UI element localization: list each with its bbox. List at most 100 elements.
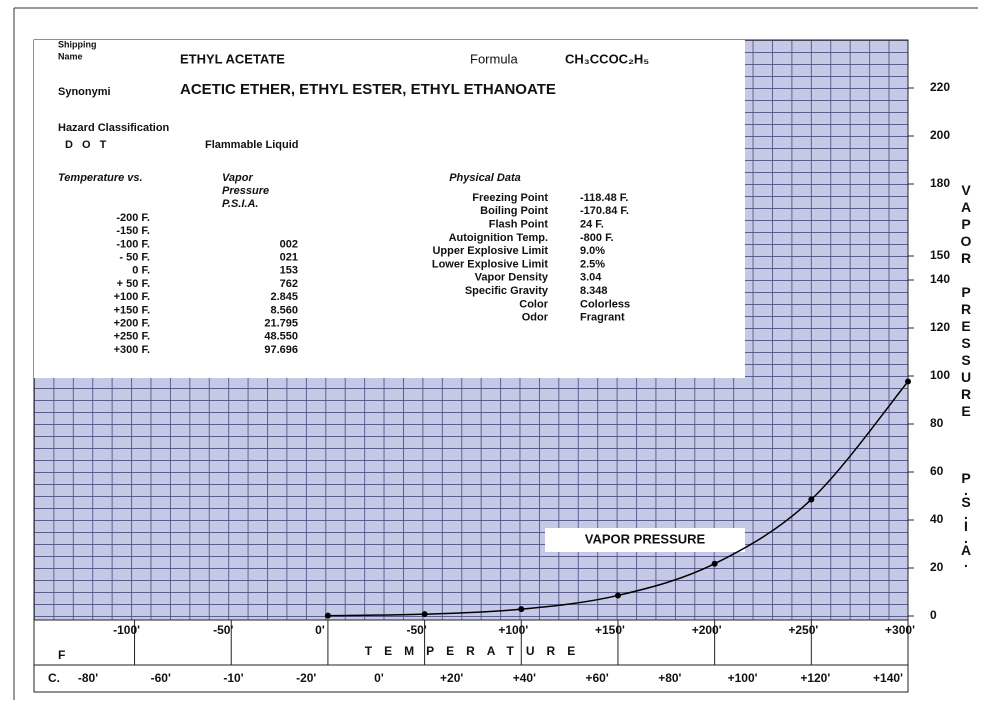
table-pressure: 021 — [280, 252, 298, 264]
info-panel — [34, 40, 745, 378]
x-tick-label: +200' — [692, 623, 722, 637]
property-name: Odor — [522, 312, 549, 324]
y-tick-label: 100 — [930, 368, 950, 382]
y-tick-label: 20 — [930, 560, 944, 574]
x-tick-label: +300' — [885, 623, 915, 637]
x-tick-label: -50' — [406, 623, 426, 637]
y-tick-label: 140 — [930, 272, 950, 286]
x-tick-label: -100' — [113, 623, 140, 637]
property-name: Vapor Density — [475, 272, 549, 284]
point — [614, 592, 621, 599]
property-value: -170.84 F. — [580, 205, 629, 217]
y-tick-label: 0 — [930, 608, 937, 622]
x-tick-label: -50' — [213, 623, 233, 637]
x2-tick-label: -60' — [151, 671, 171, 685]
y-tick-label: 150 — [930, 248, 950, 262]
x2-unit: C. — [48, 671, 60, 685]
y-tick-label: 120 — [930, 320, 950, 334]
property-name: Flash Point — [489, 219, 549, 231]
formula: CH₃CCOC₂H₅ — [565, 51, 649, 66]
formula-label: Formula — [470, 51, 518, 66]
shipping-label: Shipping — [58, 39, 97, 49]
point — [324, 612, 331, 619]
table-temp: -100 F. — [116, 238, 150, 250]
table-temp: - 50 F. — [119, 252, 150, 264]
table-pressure: 762 — [280, 278, 298, 290]
table-head: Vapor — [222, 172, 253, 184]
point — [905, 378, 911, 385]
table-pressure: 97.696 — [264, 344, 298, 356]
hazard-class: Flammable Liquid — [205, 139, 299, 151]
property-value: -800 F. — [580, 232, 614, 244]
table-head: Temperature vs. — [58, 172, 143, 184]
y-axis-unit: P.S.I.A. — [958, 470, 974, 566]
table-pressure: 48.550 — [264, 331, 298, 343]
table-head: P.S.I.A. — [222, 198, 258, 210]
y-tick-label: 180 — [930, 176, 950, 190]
x2-tick-label: +20' — [440, 671, 463, 685]
property-value: Colorless — [580, 298, 630, 310]
y-axis-label: VAPOR PRESSURE — [958, 182, 974, 420]
x-axis-label: TEMPERATURE — [365, 644, 587, 658]
point — [711, 560, 718, 567]
shipping-label: Name — [58, 51, 83, 61]
y-tick-label: 80 — [930, 416, 944, 430]
x2-tick-label: -20' — [296, 671, 316, 685]
x-label-bg — [328, 642, 624, 662]
table-temp: -150 F. — [116, 225, 150, 237]
x-tick-label: +250' — [788, 623, 818, 637]
table-temp: + 50 F. — [117, 278, 150, 290]
table-temp: +100 F. — [114, 291, 150, 303]
table-temp: 0 F. — [132, 265, 150, 277]
synonyms-label: Synonymi — [58, 86, 111, 98]
y-tick-label: 200 — [930, 128, 950, 142]
property-name: Specific Gravity — [465, 285, 549, 297]
property-name: Freezing Point — [472, 192, 548, 204]
y-tick-label: 220 — [930, 80, 950, 94]
property-name: Boiling Point — [480, 205, 548, 217]
annotation-bg — [545, 528, 745, 552]
table-temp: +300 F. — [114, 344, 150, 356]
table-head: Pressure — [222, 185, 269, 197]
y-tick-label: 60 — [930, 464, 944, 478]
x2-tick-label: -10' — [223, 671, 243, 685]
y-tick-label: 40 — [930, 512, 944, 526]
x-tick-label: +100' — [498, 623, 528, 637]
property-value: 3.04 — [580, 272, 602, 284]
x2-tick-label: +100' — [728, 671, 758, 685]
shipping-name: ETHYL ACETATE — [180, 51, 285, 66]
property-name: Lower Explosive Limit — [432, 258, 548, 270]
x2-tick-label: +120' — [800, 671, 830, 685]
x2-tick-label: +80' — [658, 671, 681, 685]
table-pressure: 002 — [280, 238, 298, 250]
x2-tick-label: +60' — [585, 671, 608, 685]
property-name: Color — [519, 298, 548, 310]
x2-tick-label: -80' — [78, 671, 98, 685]
table-pressure: 153 — [280, 265, 298, 277]
property-value: -118.48 F. — [580, 192, 628, 204]
property-value: 8.348 — [580, 285, 608, 297]
property-value: 2.5% — [580, 258, 605, 270]
table-temp: +250 F. — [114, 331, 150, 343]
x-tick-label: +150' — [595, 623, 625, 637]
table-pressure: 2.845 — [270, 291, 298, 303]
table-pressure: 8.560 — [270, 304, 298, 316]
table-temp: +200 F. — [114, 318, 150, 330]
synonyms: ACETIC ETHER, ETHYL ESTER, ETHYL ETHANOA… — [180, 81, 556, 98]
property-value: 9.0% — [580, 245, 605, 257]
hazard-label: Hazard Classification — [58, 122, 170, 134]
point — [518, 606, 525, 613]
hazard-agency: D O T — [65, 139, 109, 151]
property-value: Fragrant — [580, 312, 625, 324]
x2-tick-label: +140' — [873, 671, 903, 685]
property-name: Upper Explosive Limit — [432, 245, 548, 257]
annotation: VAPOR PRESSURE — [585, 531, 706, 546]
physical-head: Physical Data — [449, 172, 521, 184]
property-name: Autoignition Temp. — [449, 232, 548, 244]
point — [421, 611, 428, 618]
property-value: 24 F. — [580, 219, 604, 231]
x-tick-label: 0' — [315, 623, 325, 637]
x2-tick-label: +40' — [513, 671, 536, 685]
